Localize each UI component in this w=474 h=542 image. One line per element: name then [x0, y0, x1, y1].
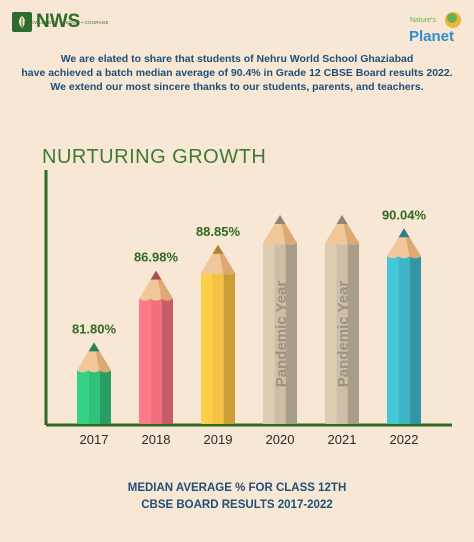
brand-name-text: Planet: [409, 28, 454, 45]
caption-line-1: MEDIAN AVERAGE % FOR CLASS 12TH: [127, 482, 347, 494]
intro-line-3: We extend our most sincere thanks to our…: [50, 81, 424, 93]
pencil-facet-right: [285, 243, 297, 424]
x-tick-label-2018: 2018: [142, 432, 171, 447]
intro-text: We are elated to share that students of …: [14, 52, 460, 94]
pencil-bar-2020: [263, 215, 297, 424]
leaf-icon: [12, 12, 32, 32]
pencil-facet-left: [325, 243, 337, 424]
value-label-2022: 90.04%: [382, 207, 427, 222]
brand-logo: Nature's Planet: [409, 12, 461, 45]
pencil-facet-middle: [398, 256, 410, 424]
value-label-2017: 81.80%: [72, 321, 117, 336]
pencil-lead: [88, 342, 100, 352]
pencil-facet-left: [387, 256, 399, 424]
x-tick-label-2017: 2017: [80, 432, 109, 447]
pencil-facet-right: [409, 256, 421, 424]
pencil-facet-left: [77, 370, 89, 424]
x-tick-label-2021: 2021: [328, 432, 357, 447]
pencil-lead: [212, 244, 224, 254]
pencil-facet-middle: [212, 272, 224, 424]
pencil-facet-right: [99, 370, 111, 424]
value-label-2019: 88.85%: [196, 224, 241, 239]
intro-line-1: We are elated to share that students of …: [60, 53, 414, 65]
pencil-lead: [150, 270, 162, 280]
pencil-facet-left: [263, 243, 275, 424]
pencil-facet-left: [201, 272, 213, 424]
pencil-lead: [274, 215, 286, 224]
pencil-facet-middle: [88, 370, 100, 424]
growth-chart: 81.80% 2017 86.98% 2018 88.85% 2019 Pandemic Y…: [44, 170, 452, 447]
intro-line-2: have achieved a batch median average of …: [21, 67, 453, 79]
pencil-lead: [336, 215, 348, 224]
pandemic-year-label-2020: Pandemic Year: [273, 281, 290, 388]
chart-caption: MEDIAN AVERAGE % FOR CLASS 12TH CBSE BOA…: [0, 480, 474, 514]
pencil-facet-middle: [274, 243, 286, 424]
pandemic-year-label-2021: Pandemic Year: [335, 281, 352, 388]
x-tick-label-2019: 2019: [204, 432, 233, 447]
school-logo: NWS: [12, 12, 80, 32]
logo-tagline: KNOWLEDGE • WISDOM • COURAGE: [24, 20, 109, 25]
pencil-bar-2021: [325, 215, 359, 424]
pencil-facet-middle: [336, 243, 348, 424]
chart-title: NURTURING GROWTH: [42, 146, 267, 168]
pencil-bar-2018: [139, 270, 173, 424]
pencil-facet-left: [139, 298, 151, 424]
pencil-bar-2022: [387, 228, 421, 424]
x-tick-label-2020: 2020: [266, 432, 295, 447]
pencil-bar-2017: [77, 342, 111, 424]
pencil-facet-right: [161, 298, 173, 424]
pencil-facet-right: [223, 272, 235, 424]
caption-line-2: CBSE BOARD RESULTS 2017-2022: [141, 499, 333, 511]
pencil-facet-middle: [150, 298, 162, 424]
pencil-bar-2019: [201, 244, 235, 424]
logo-text: NWS: [36, 11, 81, 32]
brand-top-text: Nature's: [410, 17, 436, 24]
pencil-lead: [398, 228, 410, 238]
value-label-2018: 86.98%: [134, 250, 179, 265]
pencil-facet-right: [347, 243, 359, 424]
x-tick-label-2022: 2022: [390, 432, 419, 447]
